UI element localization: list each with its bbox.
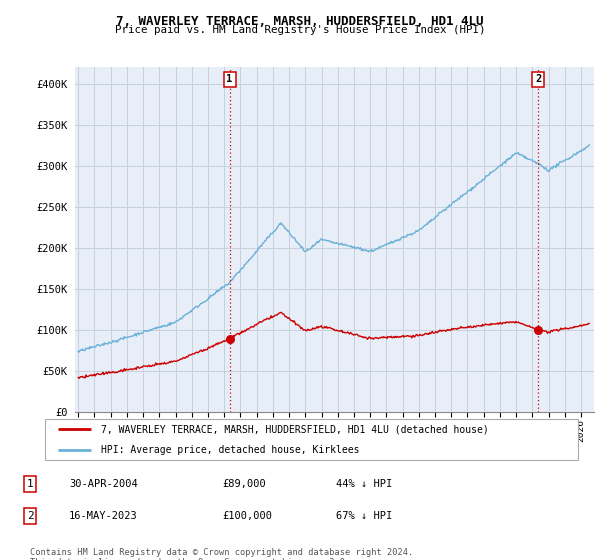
Text: 1: 1 — [226, 74, 233, 85]
Text: 2: 2 — [535, 74, 541, 85]
Text: £100,000: £100,000 — [222, 511, 272, 521]
Text: 67% ↓ HPI: 67% ↓ HPI — [336, 511, 392, 521]
Text: 30-APR-2004: 30-APR-2004 — [69, 479, 138, 489]
Text: 16-MAY-2023: 16-MAY-2023 — [69, 511, 138, 521]
Text: 7, WAVERLEY TERRACE, MARSH, HUDDERSFIELD, HD1 4LU (detached house): 7, WAVERLEY TERRACE, MARSH, HUDDERSFIELD… — [101, 424, 489, 435]
Text: 1: 1 — [26, 479, 34, 489]
Text: HPI: Average price, detached house, Kirklees: HPI: Average price, detached house, Kirk… — [101, 445, 360, 455]
Text: 2: 2 — [26, 511, 34, 521]
FancyBboxPatch shape — [45, 419, 578, 460]
Text: Price paid vs. HM Land Registry's House Price Index (HPI): Price paid vs. HM Land Registry's House … — [115, 25, 485, 35]
Text: Contains HM Land Registry data © Crown copyright and database right 2024.
This d: Contains HM Land Registry data © Crown c… — [30, 548, 413, 560]
Text: £89,000: £89,000 — [222, 479, 266, 489]
Text: 7, WAVERLEY TERRACE, MARSH, HUDDERSFIELD, HD1 4LU: 7, WAVERLEY TERRACE, MARSH, HUDDERSFIELD… — [116, 15, 484, 27]
Text: 44% ↓ HPI: 44% ↓ HPI — [336, 479, 392, 489]
